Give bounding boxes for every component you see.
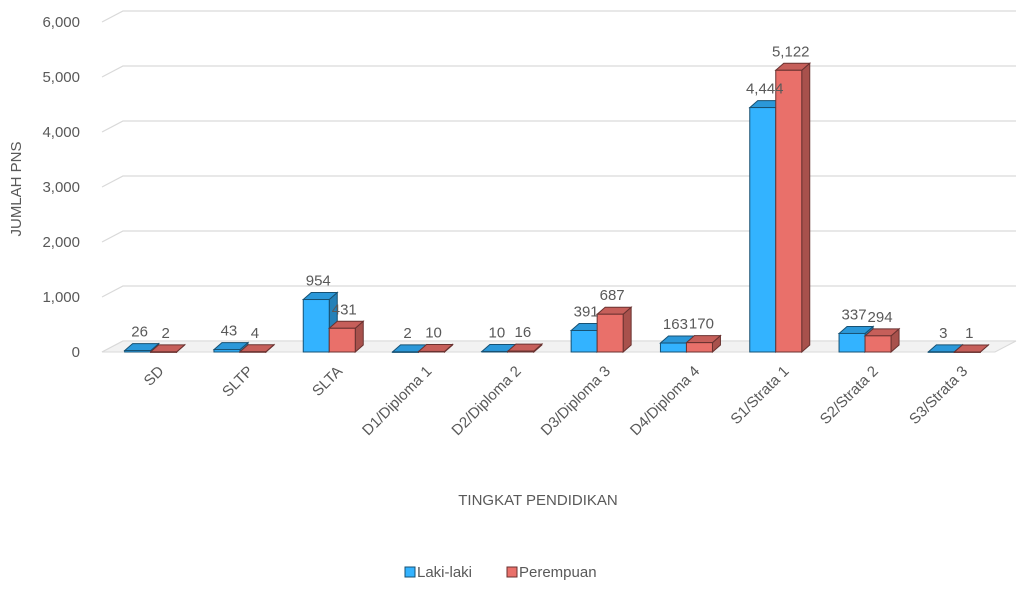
data-label: 43 bbox=[221, 323, 238, 340]
legend-item: Laki-laki bbox=[404, 564, 472, 581]
bar-front bbox=[570, 329, 598, 353]
bar-side bbox=[622, 306, 632, 354]
data-label: 2 bbox=[161, 325, 169, 342]
legend-swatch bbox=[404, 566, 416, 578]
y-tick-label: 1,000 bbox=[42, 289, 80, 306]
bar-front bbox=[328, 327, 356, 353]
data-label: 1 bbox=[965, 325, 973, 342]
data-label: 26 bbox=[131, 324, 148, 341]
bar-front bbox=[838, 332, 866, 353]
data-label: 10 bbox=[425, 324, 442, 341]
gridlines bbox=[101, 10, 1017, 353]
data-label: 16 bbox=[515, 324, 532, 341]
gridline bbox=[101, 120, 1016, 133]
data-label: 3 bbox=[939, 325, 947, 342]
bar-front bbox=[481, 350, 509, 353]
bar-front bbox=[596, 313, 624, 353]
gridline bbox=[101, 285, 1016, 298]
x-tick-label: S1/Strata 1 bbox=[727, 363, 792, 428]
y-tick-label: 3,000 bbox=[42, 179, 80, 196]
bar-perempuan bbox=[953, 343, 990, 354]
data-label: 337 bbox=[842, 306, 867, 323]
x-tick-label: D1/Diploma 1 bbox=[359, 363, 435, 439]
data-label: 431 bbox=[332, 301, 357, 318]
x-tick-label: S3/Strata 3 bbox=[906, 363, 971, 428]
bar-side bbox=[801, 62, 811, 354]
bar-perempuan bbox=[506, 343, 544, 354]
x-tick-label: D2/Diploma 2 bbox=[448, 363, 524, 439]
gridline bbox=[101, 175, 1016, 188]
data-label: 5,122 bbox=[772, 43, 810, 60]
gridline bbox=[101, 65, 1016, 78]
bar-front bbox=[150, 351, 178, 353]
x-tick-label: SLTA bbox=[309, 363, 346, 400]
bar-front bbox=[302, 299, 330, 353]
data-label: 294 bbox=[868, 309, 893, 326]
gridline bbox=[101, 10, 1016, 23]
bar-perempuan bbox=[238, 343, 276, 354]
x-tick-label: S2/Strata 2 bbox=[817, 363, 882, 428]
bar-front bbox=[507, 350, 535, 353]
legend: Laki-laki Perempuan bbox=[404, 564, 597, 581]
bar-front bbox=[864, 335, 892, 353]
bar-perempuan bbox=[595, 306, 633, 354]
x-tick-label: D3/Diploma 3 bbox=[538, 363, 614, 439]
x-axis-ticks: SD SLTP SLTA D1/Diploma 1 D2/Diploma 2 D3/Dip… bbox=[141, 363, 971, 439]
y-tick-label: 5,000 bbox=[42, 69, 80, 86]
bar-front bbox=[775, 69, 803, 353]
data-label: 4 bbox=[251, 325, 259, 342]
bar-front bbox=[659, 342, 687, 353]
x-tick-label: D4/Diploma 4 bbox=[627, 363, 703, 439]
bar-perempuan bbox=[417, 343, 454, 354]
bar-perempuan bbox=[863, 327, 901, 354]
data-label: 4,444 bbox=[746, 81, 784, 98]
bar-perempuan bbox=[327, 320, 365, 354]
legend-label: Perempuan bbox=[519, 564, 597, 581]
x-tick-label: SLTP bbox=[219, 363, 257, 401]
bars bbox=[123, 62, 990, 354]
y-axis-ticks: 0 1,000 2,000 3,000 4,000 5,000 6,000 bbox=[42, 14, 80, 361]
bar-front bbox=[239, 351, 267, 353]
bar-perempuan bbox=[774, 62, 812, 354]
data-label: 954 bbox=[306, 273, 331, 290]
bar-front bbox=[392, 351, 420, 353]
data-label: 687 bbox=[600, 287, 625, 304]
data-label: 10 bbox=[489, 324, 506, 341]
bar-perempuan bbox=[149, 343, 186, 354]
legend-item: Perempuan bbox=[506, 564, 597, 581]
bar-front bbox=[685, 342, 713, 353]
y-axis-title: JUMLAH PNS bbox=[8, 141, 25, 236]
bar-front bbox=[213, 349, 241, 353]
data-label: 170 bbox=[689, 316, 714, 333]
data-label: 391 bbox=[574, 303, 599, 320]
x-axis-title: TINGKAT PENDIDIKAN bbox=[458, 492, 617, 509]
data-label: 163 bbox=[663, 316, 688, 333]
bar-front bbox=[953, 351, 981, 353]
bar-front bbox=[927, 351, 955, 353]
y-tick-label: 6,000 bbox=[42, 14, 80, 31]
bar-perempuan bbox=[685, 334, 722, 354]
y-tick-label: 4,000 bbox=[42, 124, 80, 141]
bar-front bbox=[749, 107, 777, 353]
y-tick-label: 0 bbox=[72, 344, 80, 361]
x-tick-label: SD bbox=[141, 363, 168, 390]
legend-label: Laki-laki bbox=[417, 564, 472, 581]
bar-front bbox=[418, 350, 446, 353]
y-tick-label: 2,000 bbox=[42, 234, 80, 251]
bar-front bbox=[124, 350, 152, 353]
legend-swatch bbox=[506, 566, 518, 578]
gridline bbox=[101, 230, 1016, 243]
data-label: 2 bbox=[403, 325, 411, 342]
